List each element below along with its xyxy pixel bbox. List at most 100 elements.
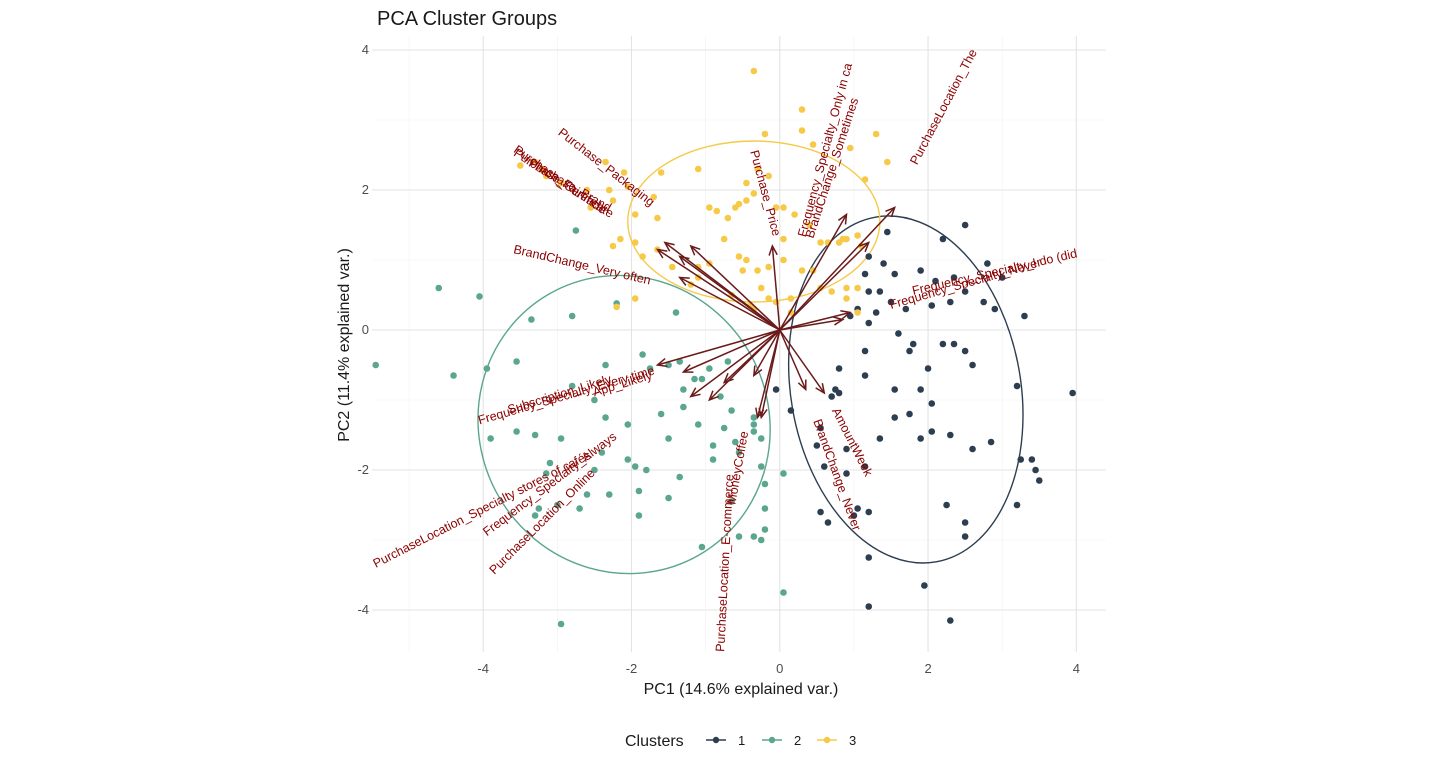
loading-arrow-line [679, 255, 781, 331]
point-cluster-2 [572, 227, 580, 234]
chart-title: PCA Cluster Groups [377, 8, 557, 30]
loading-arrow-head [689, 387, 701, 398]
point-cluster-1 [843, 470, 850, 477]
loading-arrow-head [859, 241, 871, 253]
point-cluster-1 [921, 582, 928, 589]
point-cluster-3 [843, 284, 850, 292]
loading-arrow-line [690, 329, 781, 398]
point-cluster-3 [791, 211, 798, 218]
point-cluster-1 [991, 305, 999, 313]
point-cluster-1 [950, 274, 958, 281]
point-cluster-3 [780, 235, 787, 243]
point-cluster-1 [813, 442, 821, 449]
point-cluster-1 [1032, 466, 1039, 474]
point-cluster-1 [947, 617, 954, 624]
point-cluster-2 [639, 351, 646, 358]
point-cluster-1 [924, 365, 932, 372]
point-cluster-3 [828, 288, 835, 295]
point-cluster-1 [824, 519, 832, 526]
loading-arrow-head [681, 364, 694, 373]
point-cluster-1 [928, 400, 936, 407]
point-cluster-1 [854, 505, 861, 512]
point-cluster-2 [605, 491, 613, 498]
point-cluster-3 [798, 127, 806, 134]
y-tick-label: -2 [357, 462, 369, 477]
legend-label-1: 1 [738, 733, 745, 748]
loading-arrow-head [752, 365, 763, 378]
point-cluster-3 [631, 239, 639, 246]
point-cluster-1 [969, 361, 976, 369]
point-cluster-2 [709, 456, 717, 463]
point-cluster-1 [1013, 501, 1021, 509]
point-cluster-2 [709, 442, 717, 449]
loading-arrow-head [655, 357, 668, 368]
point-cluster-3 [817, 239, 824, 246]
point-cluster-2 [591, 396, 598, 404]
y-tick-label: 0 [362, 322, 369, 337]
point-cluster-1 [891, 386, 898, 393]
point-cluster-2 [694, 421, 702, 428]
point-cluster-3 [806, 221, 813, 229]
point-cluster-1 [917, 267, 924, 274]
point-cluster-3 [843, 295, 850, 302]
loading-arrow-line [679, 276, 781, 331]
point-cluster-2 [624, 421, 632, 428]
point-cluster-3 [735, 200, 743, 208]
legend-key-point-1 [712, 736, 720, 744]
point-cluster-3 [531, 158, 539, 166]
point-cluster-2 [631, 463, 639, 470]
loading-arrow-line [779, 206, 896, 331]
point-cluster-2 [717, 393, 724, 400]
loading-arrow-head [663, 241, 675, 252]
loading-arrow-head [832, 316, 845, 326]
loading-arrow-line [779, 241, 870, 331]
axis-ticks: -4 -2 0 2 4 -4 -2 0 2 4 [357, 42, 1080, 676]
point-cluster-2 [657, 410, 665, 418]
point-cluster-2 [735, 533, 743, 540]
point-cluster-1 [872, 309, 880, 316]
point-cluster-1 [1028, 456, 1036, 463]
cluster-ellipse-3 [627, 140, 881, 303]
point-cluster-2 [750, 428, 758, 435]
point-cluster-1 [828, 393, 835, 400]
loading-arrow-head [655, 248, 668, 259]
point-cluster-3 [883, 158, 891, 166]
x-axis-title: PC1 (14.6% explained var.) [644, 681, 839, 698]
point-cluster-3 [713, 207, 721, 215]
point-cluster-2 [372, 361, 380, 369]
loading-arrow-line [779, 214, 848, 331]
point-cluster-3 [743, 179, 750, 187]
y-tick-label: -4 [357, 602, 369, 617]
point-cluster-1 [902, 305, 910, 313]
loading-arrow-head [708, 390, 719, 402]
point-cluster-3 [631, 295, 639, 302]
point-cluster-2 [720, 424, 728, 432]
legend-title: Clusters [625, 733, 684, 750]
point-cluster-1 [984, 260, 991, 267]
loading-label: Purchase_Packaging [556, 125, 658, 209]
point-cluster-3 [854, 284, 861, 292]
point-cluster-1 [876, 435, 884, 442]
point-cluster-3 [620, 169, 628, 176]
loading-arrow-line [657, 248, 781, 331]
point-cluster-3 [809, 141, 817, 148]
point-cluster-2 [531, 512, 539, 519]
point-cluster-1 [980, 298, 987, 306]
point-cluster-1 [861, 372, 869, 379]
point-cluster-2 [665, 494, 672, 502]
loading-arrow-head [840, 310, 852, 320]
loading-arrow-head [758, 407, 768, 420]
point-cluster-2 [568, 382, 576, 390]
point-cluster-3 [765, 172, 772, 180]
point-cluster-1 [961, 347, 969, 355]
point-cluster-1 [865, 603, 873, 610]
point-cluster-2 [557, 620, 565, 628]
point-cluster-3 [624, 183, 632, 190]
point-cluster-1 [943, 501, 950, 509]
point-cluster-3 [516, 162, 524, 169]
point-cluster-1 [969, 445, 976, 453]
legend-label-2: 2 [794, 733, 801, 748]
point-cluster-2 [602, 414, 609, 421]
point-cluster-2 [698, 543, 706, 551]
point-cluster-2 [780, 470, 787, 477]
